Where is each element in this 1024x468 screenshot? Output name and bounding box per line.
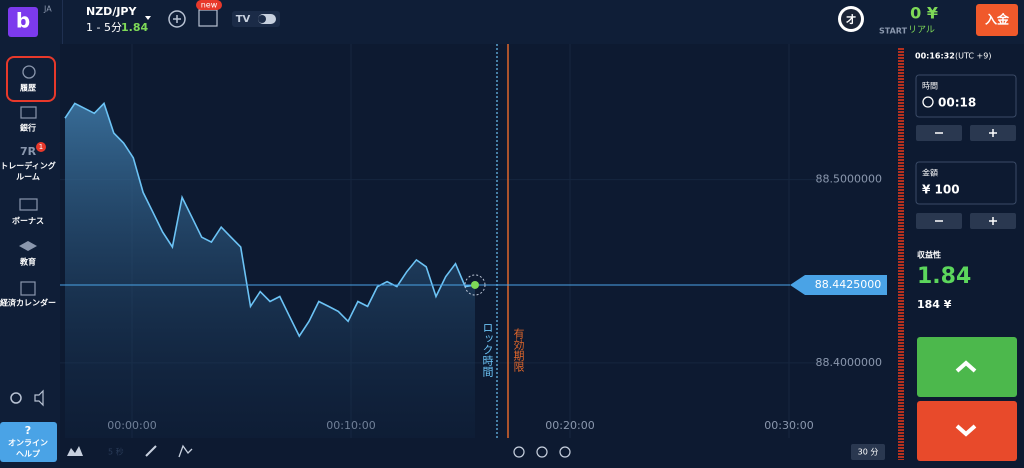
- down-arrow: [955, 424, 977, 437]
- settings[interactable]: [10, 392, 22, 404]
- add-icon: [173, 15, 181, 23]
- indicator-tool[interactable]: [178, 444, 193, 458]
- resolution[interactable]: 5 秒: [108, 447, 124, 457]
- history-icon: [22, 65, 36, 79]
- calendar-icon: [20, 281, 36, 296]
- profit-rate: 1.84: [917, 264, 971, 289]
- nav-trading-room[interactable]: トレーディング: [0, 161, 55, 171]
- add-asset[interactable]: [168, 10, 186, 28]
- amount-box[interactable]: [915, 161, 1017, 205]
- zoom-in[interactable]: [559, 446, 571, 458]
- profit-amount: 184 ¥: [917, 298, 952, 311]
- sound[interactable]: [34, 389, 44, 407]
- divider: [62, 0, 63, 44]
- help-line1: オンライン: [8, 439, 48, 448]
- current-point-ring: [464, 274, 486, 296]
- nav-calendar[interactable]: 経済カレンダー: [0, 298, 56, 308]
- logo: b: [16, 9, 30, 33]
- tv-mark: TV: [236, 14, 251, 25]
- deposit-button[interactable]: [976, 4, 1018, 36]
- time-label: 時間: [922, 82, 938, 91]
- recenter[interactable]: [536, 446, 548, 458]
- up-arrow: [955, 360, 977, 373]
- time-box[interactable]: [915, 74, 1017, 118]
- balance[interactable]: 0 ¥: [910, 4, 938, 23]
- avatar: [841, 9, 861, 29]
- help-icon: ?: [25, 424, 31, 437]
- amount-label: 金額: [922, 168, 938, 178]
- help-line2: ヘルプ: [16, 449, 41, 459]
- price-line: [64, 101, 476, 338]
- avatar-initial: オ: [846, 13, 857, 26]
- asset-pair[interactable]: NZD/JPY: [86, 5, 137, 18]
- nav-education[interactable]: 教育: [19, 257, 36, 267]
- nav-history[interactable]: 履歴: [19, 83, 36, 93]
- bank-icon: [20, 106, 37, 119]
- current-point: [471, 280, 479, 289]
- price-chart: 00:00:0000:10:0000:20:0000:30:0088.50000…: [60, 44, 887, 439]
- account-type[interactable]: リアル: [908, 26, 935, 36]
- zoom-out[interactable]: [513, 446, 525, 458]
- nav-badge: 1: [39, 143, 43, 151]
- clock: 00:16:32: [915, 52, 955, 61]
- time-value: 00:18: [938, 96, 976, 110]
- call-button[interactable]: [917, 337, 1017, 397]
- payout: 1.84: [121, 21, 148, 34]
- expiry-label: 有効期限: [512, 327, 525, 372]
- toggle-knob: [258, 15, 266, 23]
- logo-box[interactable]: [8, 7, 38, 37]
- dropdown-arrow[interactable]: [145, 16, 151, 20]
- tr-icon: 7R: [20, 145, 37, 158]
- time-label: 00:20:00: [545, 419, 594, 432]
- price-tick-label: 88.4000000: [816, 356, 882, 369]
- time-icon: [922, 96, 934, 108]
- help-button[interactable]: [0, 422, 57, 462]
- price-tick-label: 88.5000000: [816, 173, 882, 186]
- draw-tool[interactable]: [145, 445, 157, 457]
- chart-type[interactable]: [67, 446, 83, 456]
- nav-trading-room-2[interactable]: ルーム: [16, 173, 40, 182]
- top-bar: [0, 0, 1024, 44]
- new-badge-bg: [196, 0, 222, 10]
- nav-bank[interactable]: 銀行: [19, 123, 36, 133]
- amount-value: ¥ 100: [922, 183, 960, 197]
- timezone: (UTC +9): [955, 52, 991, 61]
- timeframe: 1 - 5分: [86, 21, 122, 34]
- nav-bonus[interactable]: ボーナス: [12, 216, 44, 226]
- current-price: 88.4425000: [815, 278, 881, 291]
- current-price-tag: [790, 274, 887, 295]
- time-label: 00:30:00: [764, 419, 813, 432]
- locale[interactable]: JA: [43, 5, 52, 14]
- lock-label: ロック時間: [481, 322, 494, 378]
- deposit-label: 入金: [985, 12, 1010, 27]
- profit-label: 収益性: [917, 250, 941, 260]
- plus-icon: [989, 129, 997, 137]
- badge-bg: [36, 142, 46, 152]
- active-highlight: [6, 56, 56, 102]
- bonus-icon: [19, 198, 38, 211]
- account-start: START: [879, 27, 908, 36]
- sidebar: [0, 44, 60, 468]
- interval-box[interactable]: [851, 444, 885, 460]
- new-badge: new: [201, 1, 218, 10]
- edu-icon: [19, 241, 37, 251]
- price-area: [65, 103, 475, 439]
- plus-icon: [989, 217, 997, 225]
- interval: 30 分: [858, 448, 879, 457]
